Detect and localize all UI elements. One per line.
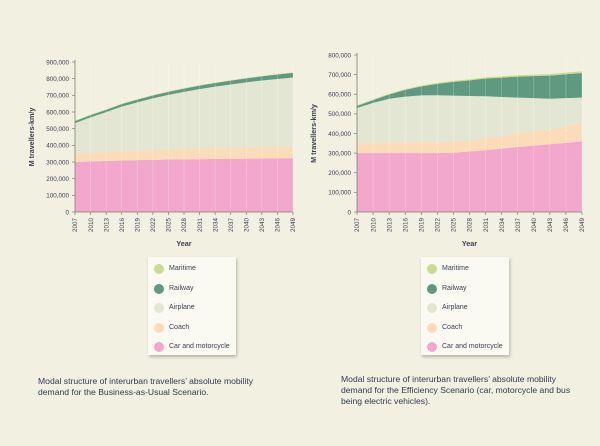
y-axis-title-1: M travellers-km/y	[309, 104, 318, 163]
x-tick-label-1-1: 2010	[370, 218, 377, 233]
legend-swatch-maritime	[427, 264, 437, 274]
x-tick-label-1-6: 2025	[451, 218, 458, 233]
x-tick-label-1-14: 2049	[579, 218, 586, 233]
area-coach-0	[75, 147, 293, 162]
legend-label-airplane: Airplane	[169, 304, 195, 311]
x-tick-label-1-2: 2013	[386, 218, 393, 233]
y-tick-label-0-2: 200,000	[46, 176, 69, 183]
y-tick-label-0-3: 300,000	[46, 159, 69, 166]
area-railway-0	[75, 72, 293, 124]
x-tick-label-1-9: 2034	[499, 218, 506, 233]
y-tick-label-0-5: 500,000	[46, 126, 69, 133]
legend-swatch-car	[154, 342, 164, 352]
x-tick-label-0-2: 2013	[103, 218, 110, 233]
y-tick-label-1-4: 400,000	[328, 131, 351, 138]
legend-label-airplane: Airplane	[442, 304, 468, 311]
caption-bau: Modal structure of interurban travellers…	[38, 376, 254, 397]
legend-bau: Maritime Railway Airplane Coach Car and moto…	[148, 257, 236, 355]
y-tick-label-1-3: 300,000	[328, 150, 351, 157]
y-tick-label-0-1: 100,000	[46, 193, 69, 200]
legend-label-railway: Railway	[442, 284, 467, 292]
x-tick-label-0-5: 2022	[150, 218, 157, 233]
legend-swatch-airplane	[427, 303, 437, 313]
x-tick-label-0-11: 2040	[243, 218, 250, 233]
y-tick-label-0-0: 0	[65, 209, 69, 216]
legend-label-maritime: Maritime	[169, 265, 196, 272]
x-tick-label-1-3: 2016	[402, 218, 409, 233]
x-axis-title-1: Year	[462, 239, 477, 248]
x-tick-label-0-7: 2028	[181, 218, 188, 233]
legend-swatch-coach	[154, 322, 164, 333]
x-tick-label-1-5: 2022	[435, 218, 442, 233]
y-tick-label-1-1: 100,000	[328, 190, 351, 197]
x-tick-label-1-4: 2019	[418, 218, 425, 233]
legend-swatch-airplane	[154, 303, 164, 313]
x-tick-label-1-10: 2037	[515, 218, 522, 233]
y-tick-label-1-8: 800,000	[328, 52, 351, 59]
y-tick-label-0-4: 400,000	[46, 143, 69, 150]
area-airplane-1	[357, 95, 582, 144]
y-tick-label-1-6: 600,000	[328, 92, 351, 99]
x-tick-label-0-13: 2046	[275, 218, 282, 233]
legend-swatch-car	[427, 342, 437, 352]
legend-label-railway: Railway	[169, 284, 194, 292]
x-tick-label-0-3: 2016	[119, 218, 126, 233]
x-tick-label-0-0: 2007	[72, 218, 79, 233]
legend-label-car: Car and motorcycle	[169, 343, 230, 350]
legend-swatch-railway	[154, 283, 164, 294]
legend-label-coach: Coach	[169, 323, 190, 331]
legend-label-coach: Coach	[442, 323, 463, 331]
x-tick-label-0-4: 2019	[134, 218, 141, 233]
legend-swatch-maritime	[154, 264, 164, 274]
area-railway-1	[357, 73, 582, 108]
y-tick-label-0-8: 800,000	[46, 76, 69, 83]
y-tick-label-0-6: 600,000	[46, 109, 69, 116]
y-tick-label-1-5: 500,000	[328, 111, 351, 118]
x-tick-label-0-10: 2037	[228, 218, 235, 233]
y-tick-label-0-9: 900,000	[46, 59, 69, 66]
x-tick-label-1-12: 2043	[547, 218, 554, 233]
x-axis-title-0: Year	[176, 239, 191, 248]
area-airplane-0	[75, 77, 293, 154]
x-tick-label-0-9: 2034	[212, 218, 219, 233]
caption-efficiency: Modal structure of interurban travellers…	[341, 374, 571, 406]
area-coach-1	[357, 124, 582, 154]
x-tick-label-0-6: 2025	[166, 218, 173, 233]
area-maritime-1	[357, 71, 582, 107]
legend-label-maritime: Maritime	[442, 265, 469, 272]
x-tick-label-1-0: 2007	[354, 218, 361, 233]
x-tick-label-1-7: 2028	[467, 218, 474, 233]
x-tick-label-0-14: 2049	[290, 218, 297, 233]
legend-swatch-coach	[427, 322, 437, 333]
y-tick-label-1-7: 700,000	[328, 72, 351, 79]
x-tick-label-1-11: 2040	[531, 218, 538, 233]
x-tick-label-0-1: 2010	[88, 218, 95, 233]
legend-efficiency: Maritime Railway Airplane Coach Car and moto…	[421, 257, 509, 355]
x-tick-label-0-8: 2031	[197, 218, 204, 233]
y-tick-label-1-0: 0	[347, 209, 351, 216]
x-tick-label-0-12: 2043	[259, 218, 266, 233]
y-tick-label-1-2: 200,000	[328, 170, 351, 177]
area-car-1	[357, 141, 582, 212]
x-tick-label-1-8: 2031	[483, 218, 490, 233]
legend-label-car: Car and motorcycle	[442, 343, 503, 350]
y-axis-title-0: M travellers-km/y	[27, 108, 36, 167]
area-car-0	[75, 158, 293, 212]
legend-swatch-railway	[427, 283, 437, 294]
x-tick-label-1-13: 2046	[563, 218, 570, 233]
y-tick-label-0-7: 700,000	[46, 93, 69, 100]
